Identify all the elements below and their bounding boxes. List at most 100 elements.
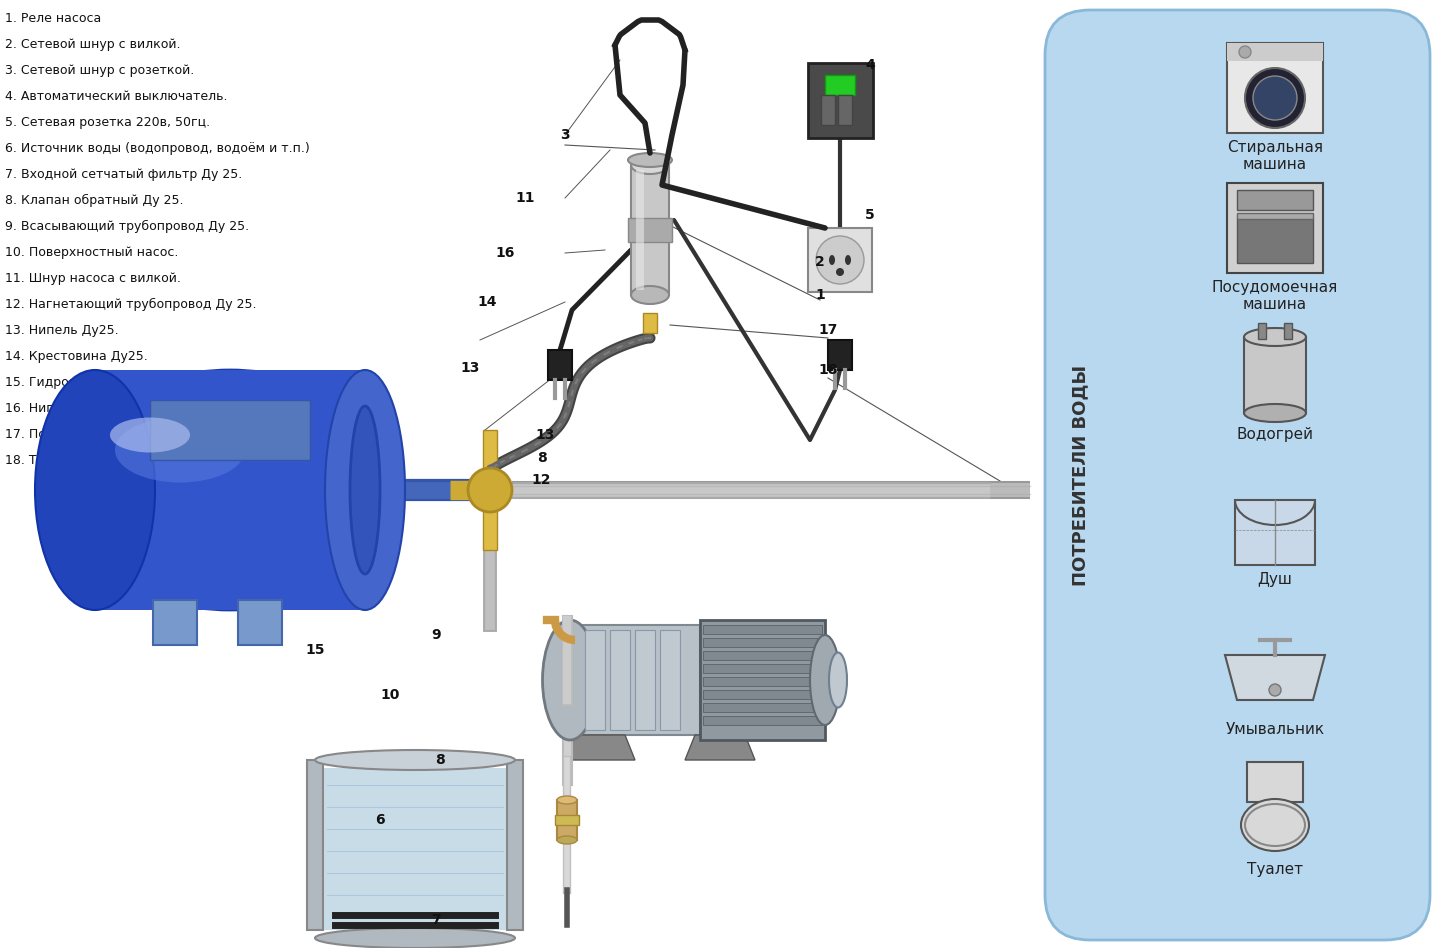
Text: 15. Гидроаккумулятор.: 15. Гидроаккумулятор. — [4, 376, 158, 389]
Circle shape — [1239, 46, 1251, 58]
Circle shape — [836, 268, 844, 276]
Bar — [1284, 323, 1292, 339]
Polygon shape — [685, 735, 755, 760]
Bar — [699, 620, 826, 740]
Ellipse shape — [829, 652, 847, 707]
Ellipse shape — [314, 750, 516, 770]
Bar — [704, 638, 821, 647]
Text: 2: 2 — [816, 255, 824, 269]
Circle shape — [816, 236, 864, 284]
Text: 7: 7 — [431, 913, 441, 927]
Circle shape — [1245, 68, 1305, 128]
Text: 1: 1 — [816, 288, 824, 302]
Polygon shape — [1225, 655, 1325, 700]
Bar — [704, 625, 821, 634]
Text: 7. Входной сетчатый фильтр Ду 25.: 7. Входной сетчатый фильтр Ду 25. — [4, 168, 243, 181]
Ellipse shape — [810, 635, 840, 725]
Ellipse shape — [543, 620, 597, 740]
Bar — [584, 630, 605, 730]
Text: 9: 9 — [431, 628, 441, 642]
Text: Стиральная
машина: Стиральная машина — [1226, 140, 1323, 173]
Bar — [570, 625, 699, 735]
Ellipse shape — [34, 370, 155, 610]
Bar — [1235, 500, 1315, 565]
Bar — [554, 815, 579, 825]
FancyBboxPatch shape — [1045, 10, 1430, 940]
Text: Туалет: Туалет — [1246, 862, 1302, 877]
Bar — [1244, 337, 1305, 413]
Text: 14: 14 — [477, 295, 497, 309]
Text: 12: 12 — [531, 473, 551, 487]
Bar — [704, 716, 821, 725]
Text: 5: 5 — [864, 208, 875, 222]
Bar — [704, 651, 821, 660]
Ellipse shape — [350, 406, 381, 574]
Text: 8: 8 — [537, 451, 547, 465]
Bar — [482, 510, 497, 550]
Text: 17. Подводка гибкая Ду 15.: 17. Подводка гибкая Ду 15. — [4, 428, 188, 441]
Bar — [482, 430, 497, 468]
Ellipse shape — [325, 370, 405, 610]
Text: 5. Сетевая розетка 220в, 50гц.: 5. Сетевая розетка 220в, 50гц. — [4, 116, 210, 129]
Bar — [808, 228, 872, 292]
Ellipse shape — [630, 286, 669, 304]
Bar — [1226, 43, 1323, 61]
Bar — [628, 218, 672, 242]
Ellipse shape — [557, 836, 577, 844]
Bar — [610, 630, 630, 730]
Text: 13. Нипель Ду25.: 13. Нипель Ду25. — [4, 324, 119, 337]
Bar — [808, 63, 873, 138]
Text: Умывальник: Умывальник — [1225, 722, 1324, 737]
Bar — [507, 760, 523, 930]
Bar — [636, 170, 643, 290]
Text: 12. Нагнетающий трубопровод Ду 25.: 12. Нагнетающий трубопровод Ду 25. — [4, 298, 257, 311]
Text: 18. Трубопровод к потребителям воды.: 18. Трубопровод к потребителям воды. — [4, 454, 267, 467]
Text: 8: 8 — [435, 753, 445, 767]
Bar — [839, 95, 852, 125]
Bar — [826, 75, 854, 95]
Ellipse shape — [1244, 328, 1305, 346]
Text: Водогрей: Водогрей — [1236, 427, 1314, 442]
Text: 4. Автоматический выключатель.: 4. Автоматический выключатель. — [4, 90, 227, 103]
Circle shape — [1254, 76, 1297, 120]
Text: 11: 11 — [516, 191, 534, 205]
Text: 8. Клапан обратный Ду 25.: 8. Клапан обратный Ду 25. — [4, 194, 184, 207]
Bar — [154, 600, 197, 645]
Bar — [549, 350, 572, 380]
Bar — [704, 664, 821, 673]
Text: 6: 6 — [375, 813, 385, 827]
Ellipse shape — [630, 156, 669, 174]
Text: 11. Шнур насоса с вилкой.: 11. Шнур насоса с вилкой. — [4, 272, 181, 285]
Ellipse shape — [115, 417, 246, 483]
Circle shape — [468, 468, 513, 512]
Circle shape — [1269, 684, 1281, 696]
Bar — [1258, 323, 1267, 339]
Bar — [661, 630, 681, 730]
Ellipse shape — [829, 255, 834, 265]
Bar — [1226, 183, 1323, 273]
Bar — [307, 760, 323, 930]
Text: ПОТРЕБИТЕЛИ ВОДЫ: ПОТРЕБИТЕЛИ ВОДЫ — [1071, 364, 1088, 586]
Text: 16. Нипель переходной Ду25 / Ду 15.: 16. Нипель переходной Ду25 / Ду 15. — [4, 402, 251, 415]
Bar — [704, 703, 821, 712]
Text: 13: 13 — [536, 428, 554, 442]
Ellipse shape — [111, 417, 190, 452]
Bar — [149, 400, 310, 460]
Text: 16: 16 — [495, 246, 514, 260]
Text: 13: 13 — [461, 361, 480, 375]
Text: 18: 18 — [819, 363, 837, 377]
Bar — [1236, 218, 1313, 263]
Text: Посудомоечная
машина: Посудомоечная машина — [1212, 280, 1338, 313]
Text: 2. Сетевой шнур с вилкой.: 2. Сетевой шнур с вилкой. — [4, 38, 181, 51]
Bar — [95, 370, 365, 610]
Ellipse shape — [1244, 404, 1305, 422]
Text: 6. Источник воды (водопровод, водоём и т.п.): 6. Источник воды (водопровод, водоём и т… — [4, 142, 310, 155]
Bar — [1246, 762, 1302, 802]
Ellipse shape — [65, 370, 395, 610]
Bar — [704, 677, 821, 686]
Bar — [1236, 190, 1313, 210]
Bar — [635, 630, 655, 730]
Text: 14. Крестовина Ду25.: 14. Крестовина Ду25. — [4, 350, 148, 363]
Bar — [1226, 43, 1323, 133]
Text: 17: 17 — [819, 323, 837, 337]
